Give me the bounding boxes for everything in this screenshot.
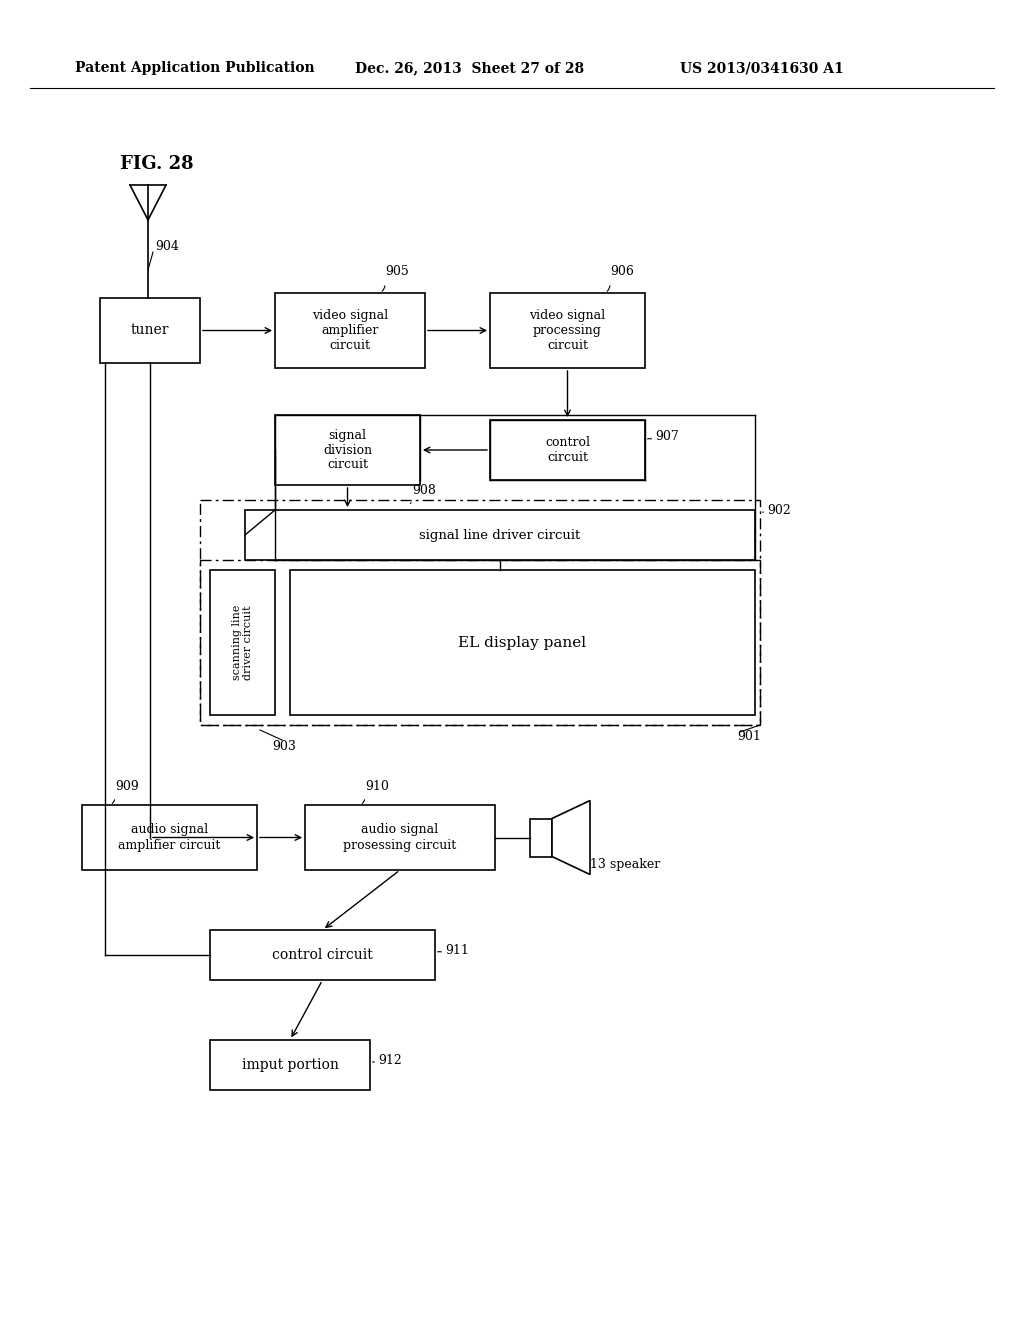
Text: 903: 903 xyxy=(272,741,296,752)
Text: audio signal
amplifier circuit: audio signal amplifier circuit xyxy=(119,824,221,851)
Bar xyxy=(82,805,257,870)
Bar xyxy=(290,570,755,715)
Text: control circuit: control circuit xyxy=(272,948,373,962)
Text: scanning line
driver circuit: scanning line driver circuit xyxy=(231,605,253,680)
Text: signal
division
circuit: signal division circuit xyxy=(323,429,372,471)
Text: 909: 909 xyxy=(115,780,138,793)
Text: 910: 910 xyxy=(365,780,389,793)
Bar xyxy=(245,510,755,560)
Bar xyxy=(210,570,275,715)
Text: EL display panel: EL display panel xyxy=(459,635,587,649)
Text: 902: 902 xyxy=(767,503,791,516)
Text: 912: 912 xyxy=(378,1053,401,1067)
Text: 907: 907 xyxy=(655,430,679,444)
Text: video signal
processing
circuit: video signal processing circuit xyxy=(529,309,605,352)
Text: 913 speaker: 913 speaker xyxy=(582,858,660,871)
Bar xyxy=(275,414,420,484)
Bar xyxy=(530,818,552,857)
Text: Dec. 26, 2013  Sheet 27 of 28: Dec. 26, 2013 Sheet 27 of 28 xyxy=(355,61,584,75)
Text: signal line driver circuit: signal line driver circuit xyxy=(420,528,581,541)
Text: 901: 901 xyxy=(737,730,761,743)
Bar xyxy=(210,931,435,979)
Text: 908: 908 xyxy=(412,484,436,498)
Bar xyxy=(200,500,760,725)
Bar xyxy=(490,293,645,368)
Bar xyxy=(305,805,495,870)
Text: FIG. 28: FIG. 28 xyxy=(120,154,194,173)
Text: US 2013/0341630 A1: US 2013/0341630 A1 xyxy=(680,61,844,75)
Text: audio signal
prosessing circuit: audio signal prosessing circuit xyxy=(343,824,457,851)
Bar xyxy=(100,298,200,363)
Text: 911: 911 xyxy=(445,944,469,957)
Text: 906: 906 xyxy=(610,265,634,279)
Text: 905: 905 xyxy=(385,265,409,279)
Text: control
circuit: control circuit xyxy=(545,436,590,465)
Bar xyxy=(200,560,760,725)
Text: 904: 904 xyxy=(155,240,179,253)
Bar xyxy=(275,293,425,368)
Bar xyxy=(490,420,645,480)
Polygon shape xyxy=(552,800,590,874)
Text: video signal
amplifier
circuit: video signal amplifier circuit xyxy=(312,309,388,352)
Text: Patent Application Publication: Patent Application Publication xyxy=(75,61,314,75)
Bar xyxy=(210,1040,370,1090)
Text: tuner: tuner xyxy=(131,323,169,338)
Text: imput portion: imput portion xyxy=(242,1059,339,1072)
